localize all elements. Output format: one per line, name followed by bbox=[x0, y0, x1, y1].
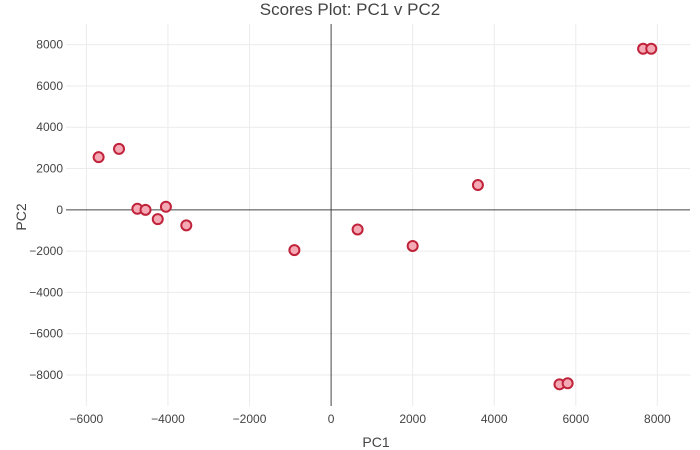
data-point bbox=[92, 151, 105, 164]
x-tick-label: 8000 bbox=[644, 412, 671, 426]
y-tick-label: 8000 bbox=[36, 38, 63, 52]
data-point bbox=[471, 179, 484, 192]
x-tick-label: −4000 bbox=[151, 412, 185, 426]
y-tick-label: −8000 bbox=[29, 368, 63, 382]
data-point bbox=[645, 42, 658, 55]
y-tick-label: 6000 bbox=[36, 79, 63, 93]
y-tick-label: −4000 bbox=[29, 285, 63, 299]
x-tick-label: 4000 bbox=[481, 412, 508, 426]
x-tick-label: 0 bbox=[328, 412, 335, 426]
tick-labels: −6000 −4000 −2000 0 2000 4000 6000 8000 −8000 −60… bbox=[29, 38, 671, 426]
data-point bbox=[139, 203, 152, 216]
x-tick-label: 2000 bbox=[399, 412, 426, 426]
y-tick-label: 0 bbox=[56, 203, 63, 217]
data-points bbox=[92, 42, 658, 391]
data-point bbox=[159, 200, 172, 213]
data-point bbox=[561, 377, 574, 390]
y-tick-label: −6000 bbox=[29, 327, 63, 341]
y-tick-label: 2000 bbox=[36, 162, 63, 176]
data-point bbox=[180, 219, 193, 232]
y-tick-label: 4000 bbox=[36, 120, 63, 134]
x-axis-title: PC1 bbox=[362, 434, 389, 450]
data-point bbox=[113, 142, 126, 155]
gridlines bbox=[66, 24, 690, 406]
y-tick-label: −2000 bbox=[29, 244, 63, 258]
x-tick-label: −2000 bbox=[233, 412, 267, 426]
data-point bbox=[351, 223, 364, 236]
data-point bbox=[406, 239, 419, 252]
y-axis-title: PC2 bbox=[13, 203, 29, 230]
x-tick-label: 6000 bbox=[562, 412, 589, 426]
data-point bbox=[288, 244, 301, 257]
chart-title: Scores Plot: PC1 v PC2 bbox=[260, 0, 440, 19]
x-tick-label: −6000 bbox=[70, 412, 104, 426]
data-point bbox=[151, 213, 164, 226]
